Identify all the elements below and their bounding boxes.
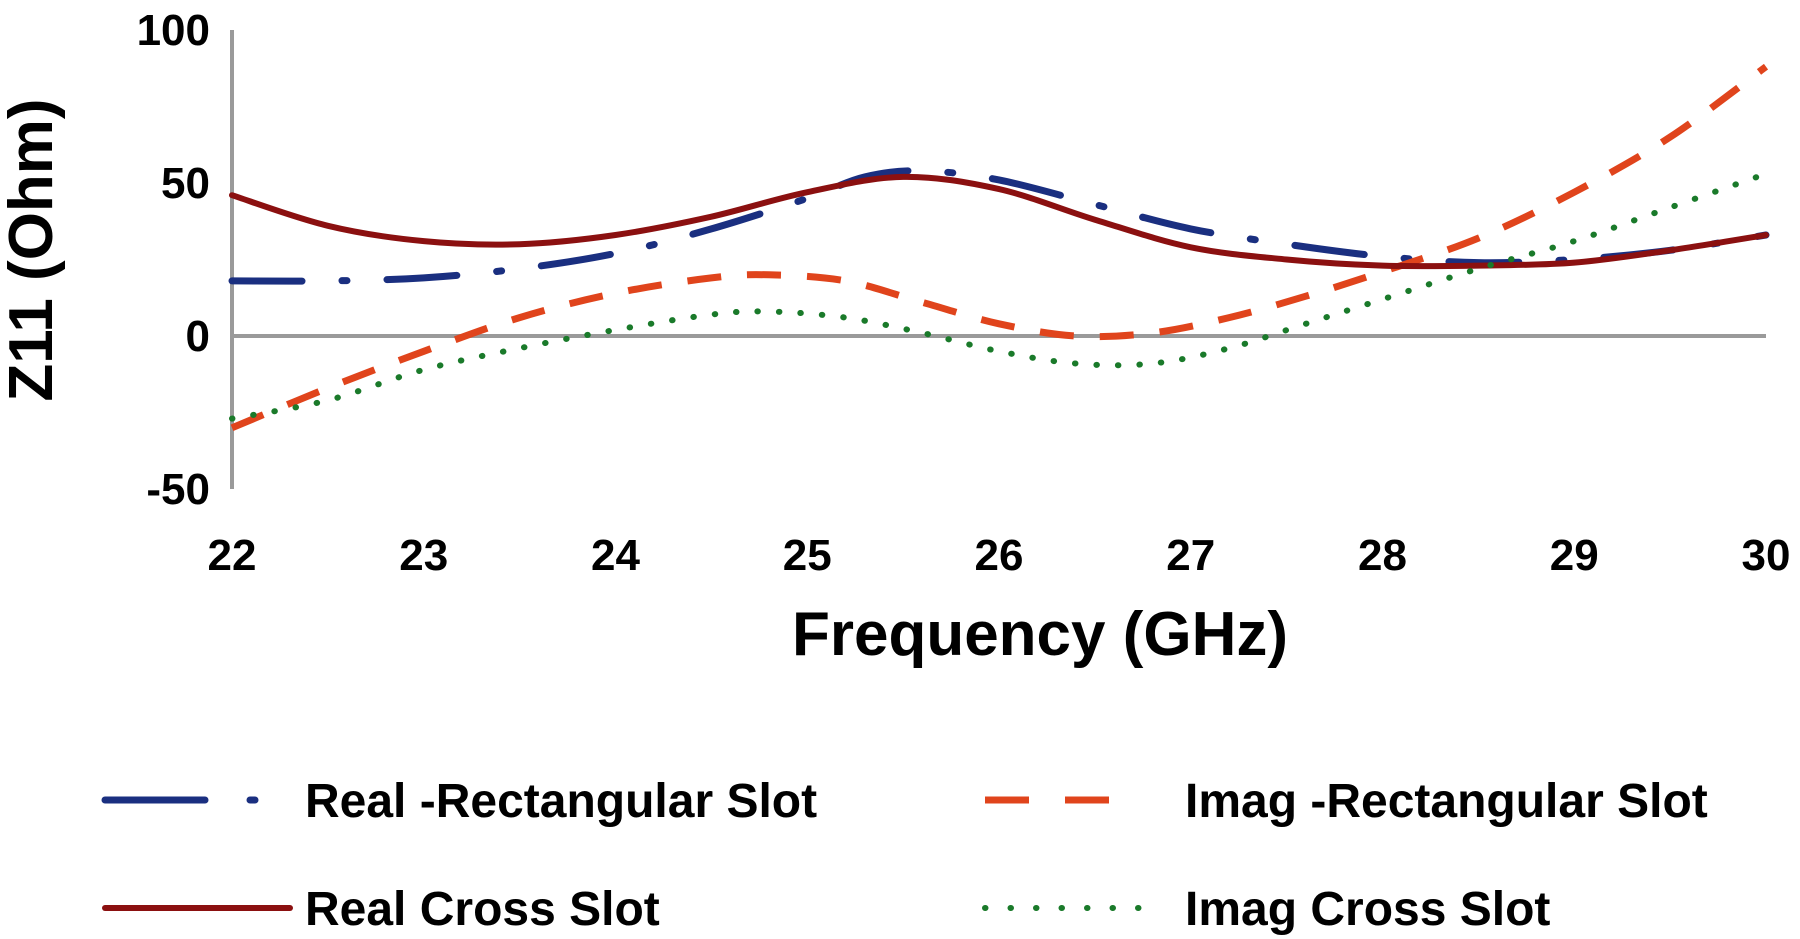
x-tick-label: 24	[591, 531, 640, 580]
x-tick-label: 26	[975, 531, 1024, 580]
x-tick-label: 30	[1742, 531, 1791, 580]
y-tick-label: 50	[161, 159, 210, 208]
y-tick-label: -50	[146, 465, 210, 514]
y-tick-label: 100	[137, 6, 210, 55]
series-line-real-cross-slot	[229, 173, 1769, 270]
x-tick-label: 22	[208, 531, 257, 580]
series-line-imag-rectangular-slot	[230, 63, 1769, 432]
legend-label-imag-rectangular-slot: Imag -Rectangular Slot	[1185, 775, 1708, 828]
legend-label-real-rectangular-slot: Real -Rectangular Slot	[305, 775, 817, 828]
plot-area	[228, 63, 1770, 432]
x-axis-title: Frequency (GHz)	[792, 600, 1288, 669]
y-tick-label: 0	[186, 312, 210, 361]
x-tick-label: 25	[783, 531, 832, 580]
y-axis-title: Z11 (Ohm)	[0, 98, 66, 401]
x-tick-label: 28	[1358, 531, 1407, 580]
legend-label-real-cross-slot: Real Cross Slot	[305, 883, 660, 936]
legend-label-imag-cross-slot: Imag Cross Slot	[1185, 883, 1550, 936]
x-tick-label: 27	[1166, 531, 1215, 580]
tick-labels: 22 23 24 25 26 27 28 29 30 100 50 0 -50	[137, 6, 1791, 580]
axes	[230, 30, 1766, 489]
x-tick-label: 23	[399, 531, 448, 580]
series-line-imag-cross-slot	[229, 170, 1769, 422]
x-tick-label: 29	[1550, 531, 1599, 580]
legend: Real -Rectangular Slot Imag -Rectangular …	[101, 775, 1708, 936]
